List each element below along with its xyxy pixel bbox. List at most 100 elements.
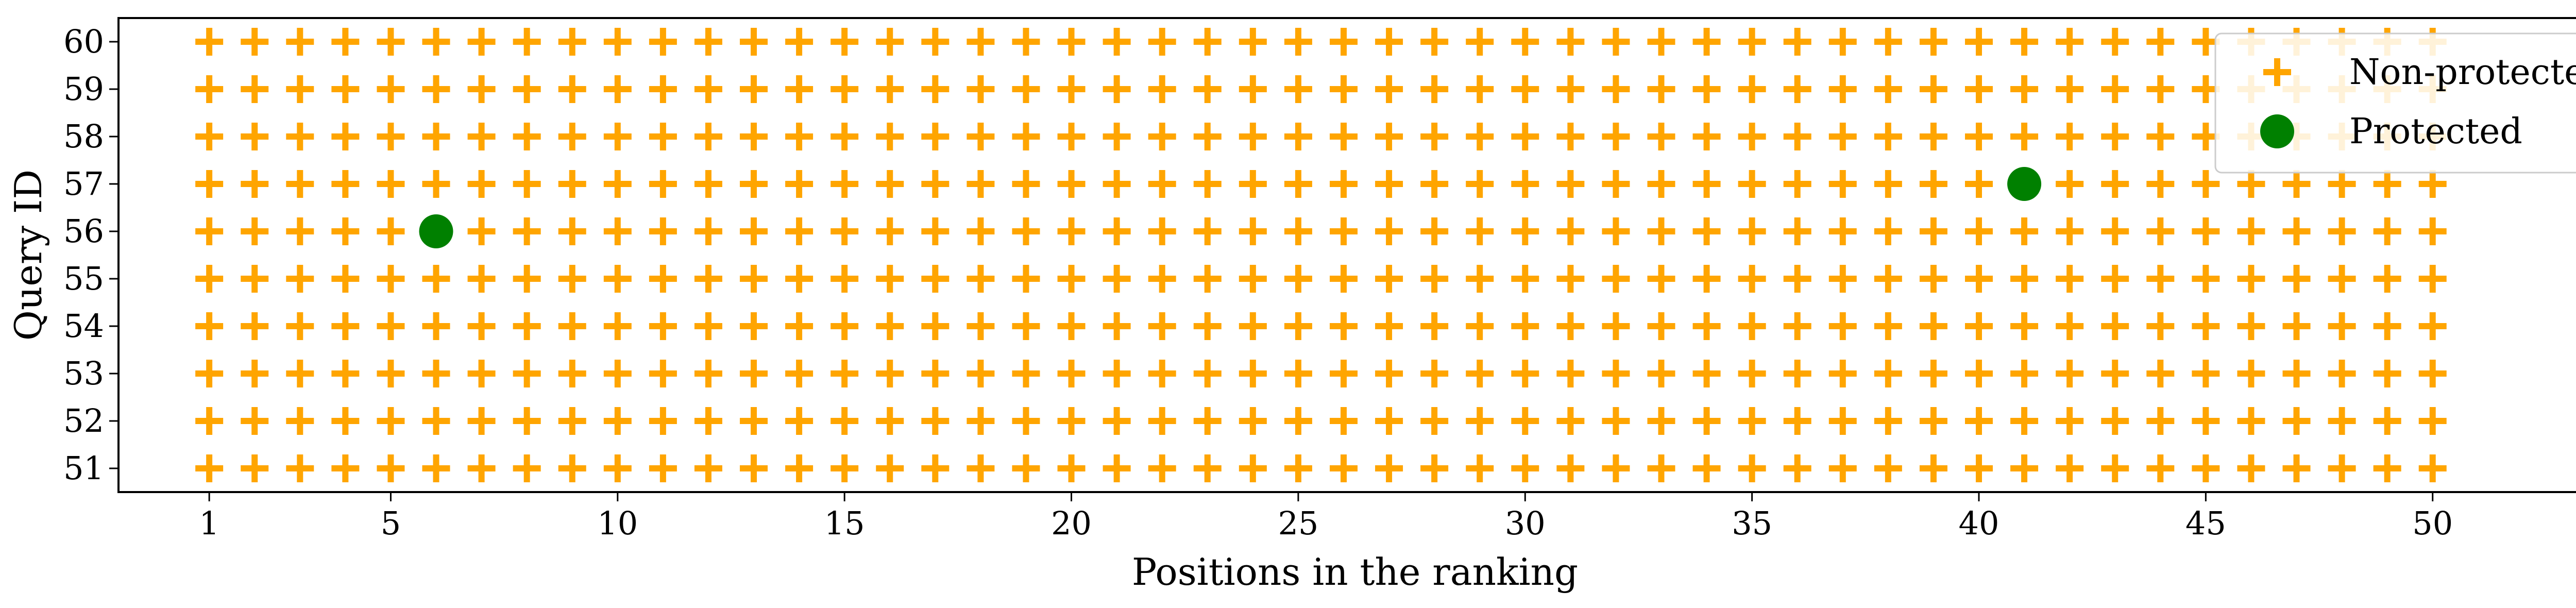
point-non-protected xyxy=(2101,75,2129,103)
point-non-protected xyxy=(1375,360,1403,387)
legend-marker-non-protected xyxy=(2263,58,2291,86)
point-non-protected xyxy=(1012,265,1040,293)
point-non-protected xyxy=(2056,312,2084,340)
point-non-protected xyxy=(1692,123,1721,150)
legend-marker-protected xyxy=(2260,114,2294,148)
point-non-protected xyxy=(1193,75,1222,103)
point-non-protected xyxy=(2056,75,2084,103)
point-non-protected xyxy=(1511,28,1539,56)
point-non-protected xyxy=(467,454,496,482)
point-non-protected xyxy=(1466,170,1494,198)
point-non-protected xyxy=(2328,312,2356,340)
point-non-protected xyxy=(1965,123,1993,150)
point-non-protected xyxy=(1874,217,1902,245)
x-tick-label: 35 xyxy=(1732,504,1772,542)
point-non-protected xyxy=(1828,360,1857,387)
point-non-protected xyxy=(1284,265,1312,293)
point-non-protected xyxy=(1329,75,1358,103)
point-non-protected xyxy=(1874,28,1902,56)
point-non-protected xyxy=(1420,454,1449,482)
point-non-protected xyxy=(1012,123,1040,150)
point-non-protected xyxy=(2010,312,2039,340)
point-non-protected xyxy=(2418,265,2447,293)
point-non-protected xyxy=(2101,454,2129,482)
point-non-protected xyxy=(558,407,586,435)
point-non-protected xyxy=(195,75,224,103)
y-tick-label: 58 xyxy=(63,117,104,155)
point-non-protected xyxy=(785,265,814,293)
point-non-protected xyxy=(558,454,586,482)
point-non-protected xyxy=(2146,217,2175,245)
x-tick-label: 40 xyxy=(1959,504,1999,542)
point-non-protected xyxy=(1375,407,1403,435)
point-non-protected xyxy=(1783,123,1811,150)
point-non-protected xyxy=(921,217,950,245)
point-non-protected xyxy=(1828,170,1857,198)
point-non-protected xyxy=(876,28,904,56)
point-non-protected xyxy=(785,217,814,245)
point-non-protected xyxy=(603,75,632,103)
point-non-protected xyxy=(1602,28,1630,56)
point-non-protected xyxy=(740,360,768,387)
point-non-protected xyxy=(1193,360,1222,387)
point-non-protected xyxy=(1647,312,1675,340)
y-tick-label: 54 xyxy=(63,307,104,345)
point-non-protected xyxy=(1692,28,1721,56)
point-non-protected xyxy=(1057,28,1086,56)
point-non-protected xyxy=(1874,123,1902,150)
point-non-protected xyxy=(1919,75,1947,103)
point-non-protected xyxy=(1828,407,1857,435)
point-non-protected xyxy=(785,312,814,340)
point-non-protected xyxy=(831,217,859,245)
point-non-protected xyxy=(1329,407,1358,435)
point-non-protected xyxy=(241,407,269,435)
point-non-protected xyxy=(2373,265,2401,293)
point-non-protected xyxy=(1148,123,1176,150)
point-non-protected xyxy=(2282,312,2311,340)
point-non-protected xyxy=(1783,75,1811,103)
point-non-protected xyxy=(1329,265,1358,293)
point-non-protected xyxy=(1239,454,1267,482)
point-non-protected xyxy=(785,75,814,103)
point-non-protected xyxy=(967,454,995,482)
point-non-protected xyxy=(1692,265,1721,293)
point-non-protected xyxy=(195,123,224,150)
point-non-protected xyxy=(1783,28,1811,56)
point-non-protected xyxy=(2056,360,2084,387)
point-non-protected xyxy=(2010,28,2039,56)
point-non-protected xyxy=(1284,454,1312,482)
point-non-protected xyxy=(1375,265,1403,293)
point-non-protected xyxy=(422,360,450,387)
point-non-protected xyxy=(1148,28,1176,56)
legend-label-protected: Protected xyxy=(2349,111,2522,152)
point-non-protected xyxy=(1329,360,1358,387)
point-non-protected xyxy=(2373,312,2401,340)
point-non-protected xyxy=(1057,407,1086,435)
y-tick-label: 52 xyxy=(63,402,104,440)
point-non-protected xyxy=(1284,312,1312,340)
point-non-protected xyxy=(2328,265,2356,293)
point-non-protected xyxy=(1284,170,1312,198)
point-non-protected xyxy=(603,170,632,198)
point-non-protected xyxy=(377,454,405,482)
point-non-protected xyxy=(649,28,677,56)
point-non-protected xyxy=(2010,407,2039,435)
point-non-protected xyxy=(467,312,496,340)
point-non-protected xyxy=(603,217,632,245)
point-non-protected xyxy=(1692,312,1721,340)
point-non-protected xyxy=(1647,28,1675,56)
point-non-protected xyxy=(513,170,541,198)
point-non-protected xyxy=(286,407,314,435)
legend-label-non-protected: Non-protected xyxy=(2349,52,2576,93)
point-non-protected xyxy=(740,28,768,56)
point-non-protected xyxy=(876,312,904,340)
point-non-protected xyxy=(1193,170,1222,198)
point-non-protected xyxy=(1511,360,1539,387)
point-non-protected xyxy=(1828,454,1857,482)
point-non-protected xyxy=(1148,454,1176,482)
point-non-protected xyxy=(1375,454,1403,482)
point-non-protected xyxy=(1012,170,1040,198)
point-non-protected xyxy=(876,360,904,387)
point-non-protected xyxy=(831,407,859,435)
point-non-protected xyxy=(2373,454,2401,482)
